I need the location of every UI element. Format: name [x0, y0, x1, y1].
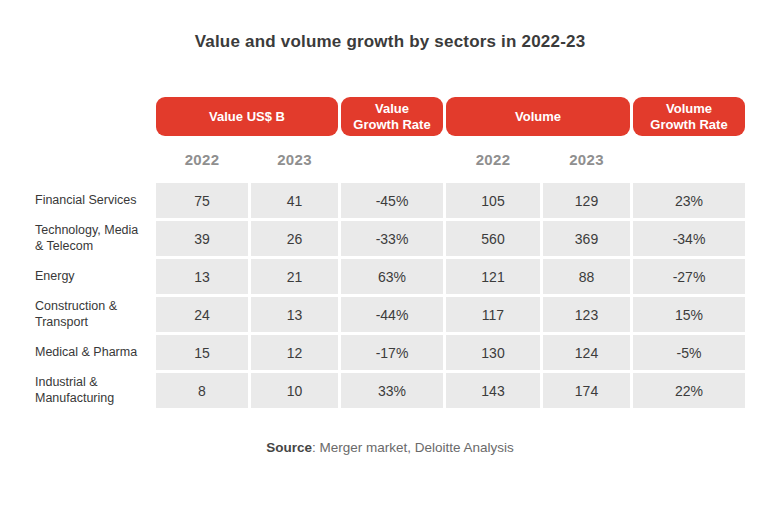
table-cell: 129 — [543, 183, 630, 218]
table-cell: 26 — [251, 221, 338, 256]
year-header-volume-2023: 2023 — [543, 139, 630, 180]
table-cell: -33% — [341, 221, 443, 256]
year-header-volume-2022: 2022 — [446, 139, 540, 180]
table-cell: -27% — [633, 259, 745, 294]
table-cell: -17% — [341, 335, 443, 370]
table-cell: 117 — [446, 297, 540, 332]
table-cell: 369 — [543, 221, 630, 256]
sector-label: Energy — [35, 259, 153, 294]
table-cell: 22% — [633, 373, 745, 408]
table-cell: 143 — [446, 373, 540, 408]
table-cell: 560 — [446, 221, 540, 256]
table-cell: 124 — [543, 335, 630, 370]
table-cell: 41 — [251, 183, 338, 218]
year-row-spacer — [341, 139, 443, 180]
table-cell: 39 — [156, 221, 248, 256]
table-cell: 15% — [633, 297, 745, 332]
table-cell: 10 — [251, 373, 338, 408]
table-cell: -44% — [341, 297, 443, 332]
source-note: Source: Merger market, Deloitte Analysis — [0, 440, 780, 455]
sector-label: Industrial & Manufacturing — [35, 373, 153, 408]
sector-label: Technology, Media & Telecom — [35, 221, 153, 256]
source-text: : Merger market, Deloitte Analysis — [312, 440, 514, 455]
table-cell: 12 — [251, 335, 338, 370]
infographic-canvas: Value and volume growth by sectors in 20… — [0, 0, 780, 516]
table-cell: 105 — [446, 183, 540, 218]
table-cell: 121 — [446, 259, 540, 294]
column-group-value-growth-rate: Value Growth Rate — [341, 97, 443, 136]
table-cell: -5% — [633, 335, 745, 370]
table-cell: 8 — [156, 373, 248, 408]
header-corner-spacer — [35, 97, 153, 136]
year-header-value-2022: 2022 — [156, 139, 248, 180]
table-cell: 13 — [156, 259, 248, 294]
sector-label: Financial Services — [35, 183, 153, 218]
table-cell: 63% — [341, 259, 443, 294]
table-cell: 123 — [543, 297, 630, 332]
sector-label: Construction & Transport — [35, 297, 153, 332]
table-cell: 75 — [156, 183, 248, 218]
table-cell: 15 — [156, 335, 248, 370]
table-cell: 24 — [156, 297, 248, 332]
column-group-value: Value US$ B — [156, 97, 338, 136]
year-row-spacer — [35, 139, 153, 180]
table-cell: -45% — [341, 183, 443, 218]
column-group-volume-growth-rate: Volume Growth Rate — [633, 97, 745, 136]
year-row-spacer — [633, 139, 745, 180]
sector-growth-table: Value US$ B Value Growth Rate Volume Vol… — [35, 97, 745, 408]
year-header-value-2023: 2023 — [251, 139, 338, 180]
table-cell: 23% — [633, 183, 745, 218]
page-title: Value and volume growth by sectors in 20… — [0, 0, 780, 52]
source-label: Source — [266, 440, 312, 455]
table-cell: -34% — [633, 221, 745, 256]
table-cell: 13 — [251, 297, 338, 332]
table-cell: 88 — [543, 259, 630, 294]
column-group-volume: Volume — [446, 97, 630, 136]
table-cell: 33% — [341, 373, 443, 408]
table-cell: 174 — [543, 373, 630, 408]
table-cell: 130 — [446, 335, 540, 370]
table-cell: 21 — [251, 259, 338, 294]
sector-label: Medical & Pharma — [35, 335, 153, 370]
